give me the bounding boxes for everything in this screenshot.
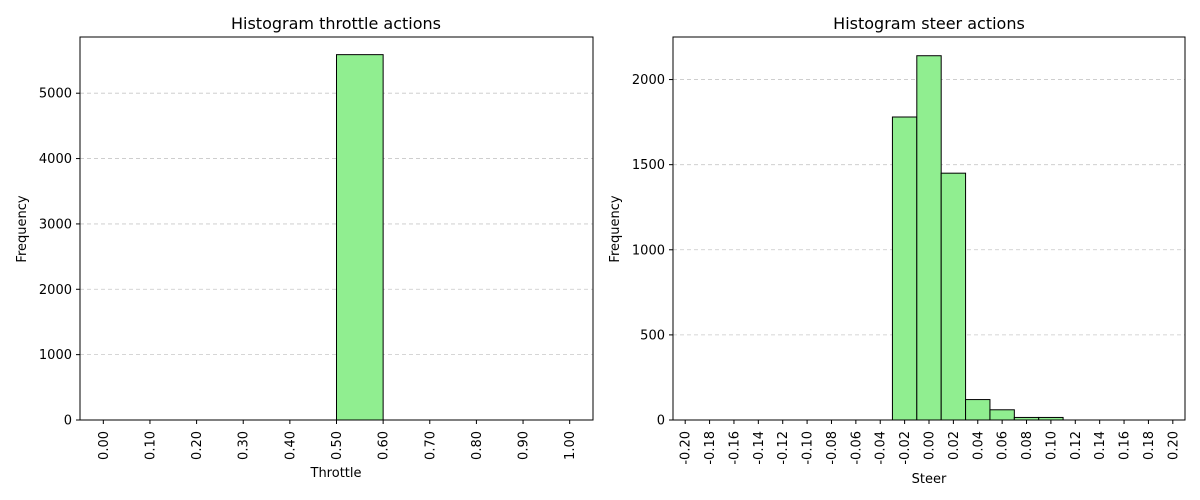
steer-histogram-bar: [940, 172, 967, 421]
steer-x-tick-label: 0.08: [1020, 431, 1035, 460]
throttle-x-tick-label: 0.20: [190, 431, 205, 460]
throttle-x-tick-label: 0.60: [377, 431, 392, 460]
steer-x-tick-label: 0.02: [947, 431, 962, 460]
throttle-y-tick-label: 1000: [39, 348, 72, 363]
steer-y-tick-label: 500: [640, 328, 665, 343]
steer-y-tick-label: 1000: [632, 243, 665, 258]
throttle-y-ticks: 0 1000 2000 3000 4000 5000: [39, 87, 80, 429]
throttle-x-tick-label: 0.80: [470, 431, 485, 460]
steer-y-ticks: 0 500 1000 1500 2000: [632, 73, 673, 429]
steer-x-tick-label: 0.06: [996, 431, 1011, 460]
throttle-x-tick-label: 0.00: [97, 431, 112, 460]
steer-x-tick-label: -0.18: [703, 431, 718, 465]
steer-y-tick-label: 0: [657, 414, 665, 429]
throttle-histogram-bar: [336, 54, 384, 421]
steer-bars: [891, 55, 1064, 421]
steer-x-tick-label: -0.12: [776, 431, 791, 465]
steer-histogram-bar: [916, 55, 942, 421]
throttle-gridlines: [80, 92, 593, 356]
steer-x-axis-label: Steer: [912, 472, 947, 487]
steer-y-tick-label: 1500: [632, 158, 665, 173]
throttle-x-tick-label: 0.30: [237, 431, 252, 460]
throttle-x-ticks: 0.00 0.10 0.20 0.30 0.40 0.50 0.60 0.70 0.80 0.90…: [97, 420, 578, 460]
throttle-x-tick-label: 0.90: [517, 431, 532, 460]
throttle-bars: [336, 54, 384, 421]
throttle-x-tick-label: 0.50: [330, 431, 345, 460]
steer-chart-title: Histogram steer actions: [833, 14, 1025, 33]
steer-x-tick-label: 0.18: [1142, 431, 1157, 460]
steer-histogram-bar: [989, 409, 1015, 421]
steer-x-tick-label: 0.14: [1093, 431, 1108, 460]
throttle-chart-title: Histogram throttle actions: [231, 14, 441, 33]
throttle-y-tick-label: 2000: [39, 283, 72, 298]
throttle-y-tick-label: 3000: [39, 217, 72, 232]
throttle-y-tick-label: 5000: [39, 87, 72, 102]
steer-y-tick-label: 2000: [632, 73, 665, 88]
steer-histogram-bar: [891, 116, 918, 421]
steer-x-tick-label: -0.08: [825, 431, 840, 465]
throttle-y-axis-label: Frequency: [15, 195, 30, 262]
steer-y-axis-label: Frequency: [608, 195, 623, 262]
steer-x-tick-label: 0.16: [1118, 431, 1133, 460]
throttle-x-tick-label: 0.10: [143, 431, 158, 460]
throttle-x-tick-label: 0.70: [423, 431, 438, 460]
steer-x-tick-label: -0.02: [898, 431, 913, 465]
steer-x-tick-label: -0.16: [727, 431, 742, 465]
steer-histogram: -0.20 -0.18 -0.16 -0.14 -0.12 -0.10 -0.08 -0.06…: [608, 14, 1186, 487]
steer-x-tick-label: -0.04: [874, 431, 889, 465]
throttle-histogram: 0.00 0.10 0.20 0.30 0.40 0.50 0.60 0.70 0.80 0.90…: [15, 14, 594, 481]
throttle-x-axis-label: Throttle: [310, 466, 362, 481]
steer-x-tick-label: 0.04: [971, 431, 986, 460]
steer-x-tick-label: 0.10: [1044, 431, 1059, 460]
steer-x-tick-label: 0.12: [1069, 431, 1084, 460]
throttle-x-tick-label: 1.00: [563, 431, 578, 460]
throttle-y-tick-label: 0: [64, 414, 72, 429]
steer-x-tick-label: -0.10: [801, 431, 816, 465]
throttle-y-tick-label: 4000: [39, 152, 72, 167]
steer-x-tick-label: -0.14: [752, 431, 767, 465]
steer-x-tick-label: 0.20: [1166, 431, 1181, 460]
steer-x-tick-label: -0.06: [849, 431, 864, 465]
throttle-x-tick-label: 0.40: [283, 431, 298, 460]
steer-x-tick-label: -0.20: [679, 431, 694, 465]
steer-x-tick-label: 0.00: [923, 431, 938, 460]
steer-x-ticks: -0.20 -0.18 -0.16 -0.14 -0.12 -0.10 -0.08 -0.06…: [679, 420, 1181, 465]
steer-histogram-bar: [965, 399, 991, 421]
